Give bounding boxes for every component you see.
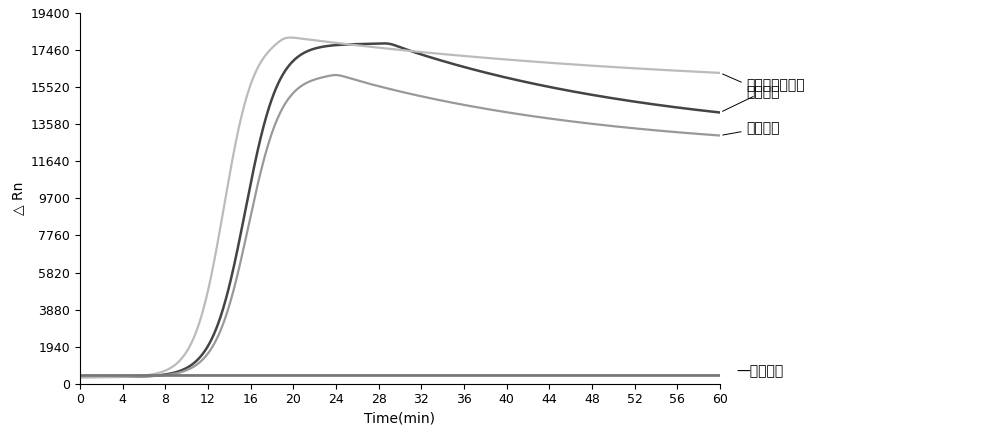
Text: —阴性对照: —阴性对照 [736, 364, 783, 378]
Text: 鸟内分枝杆菌孔: 鸟内分枝杆菌孔 [723, 78, 805, 111]
Text: 阳性质控: 阳性质控 [723, 121, 780, 135]
Y-axis label: △ Rn: △ Rn [11, 182, 25, 215]
X-axis label: Time(min): Time(min) [364, 412, 436, 426]
Text: 阳性对照: 阳性对照 [723, 74, 780, 99]
